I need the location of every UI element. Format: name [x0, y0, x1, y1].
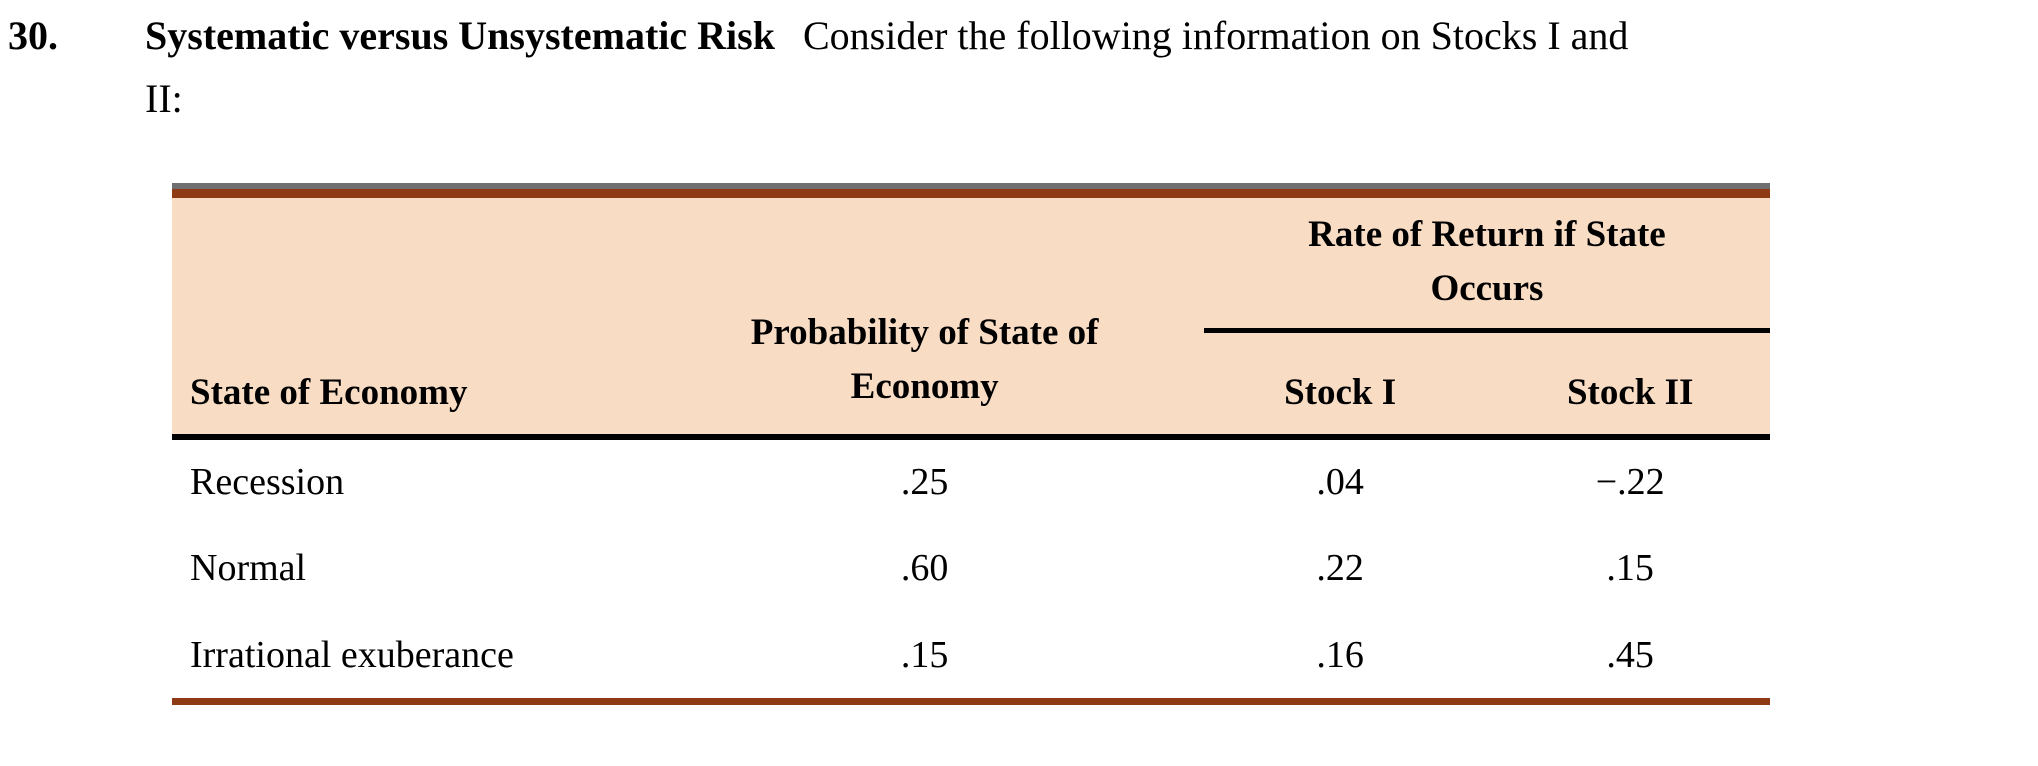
- table-bottom-red-rule: [172, 698, 1770, 705]
- problem-title: Systematic versus Unsystematic Risk: [145, 13, 775, 58]
- stock-ii-cell: .45: [1490, 611, 1770, 698]
- probability-cell: .15: [659, 611, 1190, 698]
- stocks-table: State of Economy Probability of State of…: [172, 183, 1770, 705]
- probability-cell: .60: [659, 524, 1190, 611]
- stock-i-cell: .04: [1189, 437, 1491, 524]
- col-header-probability-line1: Probability of State of: [750, 312, 1099, 353]
- probability-cell: .25: [659, 437, 1190, 524]
- table-body: Recession .25 .04 −.22 Normal .60 .22 .1…: [172, 437, 1770, 698]
- col-header-probability: Probability of State of Economy: [659, 198, 1190, 440]
- col-header-stock-i: Stock I: [1189, 333, 1491, 440]
- table-row-normal: Normal .60 .22 .15: [172, 524, 1770, 611]
- col-header-state: State of Economy: [172, 198, 660, 440]
- rate-of-return-spanner: Rate of Return if State Occurs: [1203, 198, 1770, 333]
- col-header-stock-ii: Stock II: [1490, 333, 1770, 440]
- problem-intro-line2: II:: [145, 76, 183, 121]
- stock-ii-cell: .15: [1490, 524, 1770, 611]
- stock-i-cell: .22: [1189, 524, 1491, 611]
- spanner-line2: Occurs: [1430, 268, 1544, 309]
- table-header: State of Economy Probability of State of…: [172, 198, 1770, 440]
- problem-intro-line1: Consider the following information on St…: [802, 13, 1629, 58]
- textbook-page: 30. Systematic versus Unsystematic Risk C…: [0, 0, 2038, 705]
- economy-returns-table: State of Economy Probability of State of…: [172, 198, 1770, 698]
- col-group-header-rate-of-return: Rate of Return if State Occurs: [1189, 198, 1770, 333]
- state-cell: Normal: [172, 524, 660, 611]
- state-cell: Irrational exuberance: [172, 611, 660, 698]
- table-row-irrational-exuberance: Irrational exuberance .15 .16 .45: [172, 611, 1770, 698]
- table-top-gray-rule: [172, 183, 1770, 189]
- problem-text: Systematic versus Unsystematic Risk Consi…: [145, 4, 2038, 130]
- problem-statement: 30. Systematic versus Unsystematic Risk C…: [0, 0, 2038, 130]
- problem-number: 30.: [8, 13, 58, 58]
- state-cell: Recession: [172, 437, 660, 524]
- table-top-red-rule: [172, 189, 1770, 198]
- stock-ii-cell: −.22: [1490, 437, 1770, 524]
- stock-i-cell: .16: [1189, 611, 1491, 698]
- table-row-recession: Recession .25 .04 −.22: [172, 437, 1770, 524]
- col-header-probability-line2: Economy: [850, 366, 999, 407]
- spanner-line1: Rate of Return if State: [1308, 214, 1666, 255]
